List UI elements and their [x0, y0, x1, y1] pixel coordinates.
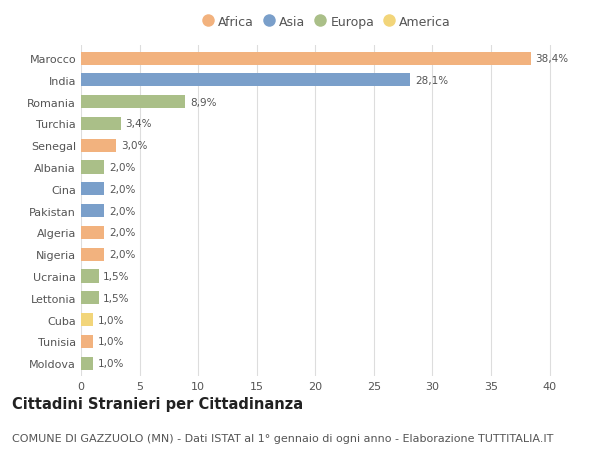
Bar: [81, 226, 104, 240]
Bar: [81, 357, 93, 370]
Text: 1,0%: 1,0%: [97, 315, 124, 325]
Bar: [81, 270, 98, 283]
Text: 1,0%: 1,0%: [97, 336, 124, 347]
Bar: [81, 74, 410, 87]
Text: 38,4%: 38,4%: [536, 54, 569, 64]
Text: 2,0%: 2,0%: [109, 185, 136, 195]
Text: 2,0%: 2,0%: [109, 206, 136, 216]
Bar: [81, 161, 104, 174]
Text: 3,4%: 3,4%: [125, 119, 152, 129]
Bar: [81, 52, 531, 66]
Bar: [81, 118, 121, 131]
Bar: [81, 140, 116, 152]
Text: 2,0%: 2,0%: [109, 250, 136, 260]
Text: COMUNE DI GAZZUOLO (MN) - Dati ISTAT al 1° gennaio di ogni anno - Elaborazione T: COMUNE DI GAZZUOLO (MN) - Dati ISTAT al …: [12, 433, 553, 442]
Bar: [81, 96, 185, 109]
Text: 28,1%: 28,1%: [415, 76, 448, 86]
Text: 1,5%: 1,5%: [103, 293, 130, 303]
Text: 8,9%: 8,9%: [190, 97, 217, 107]
Bar: [81, 205, 104, 218]
Text: Cittadini Stranieri per Cittadinanza: Cittadini Stranieri per Cittadinanza: [12, 397, 303, 412]
Text: 1,5%: 1,5%: [103, 271, 130, 281]
Bar: [81, 313, 93, 326]
Text: 3,0%: 3,0%: [121, 141, 147, 151]
Bar: [81, 335, 93, 348]
Text: 1,0%: 1,0%: [97, 358, 124, 368]
Bar: [81, 291, 98, 305]
Legend: Africa, Asia, Europa, America: Africa, Asia, Europa, America: [199, 12, 455, 33]
Bar: [81, 183, 104, 196]
Text: 2,0%: 2,0%: [109, 162, 136, 173]
Bar: [81, 248, 104, 261]
Text: 2,0%: 2,0%: [109, 228, 136, 238]
